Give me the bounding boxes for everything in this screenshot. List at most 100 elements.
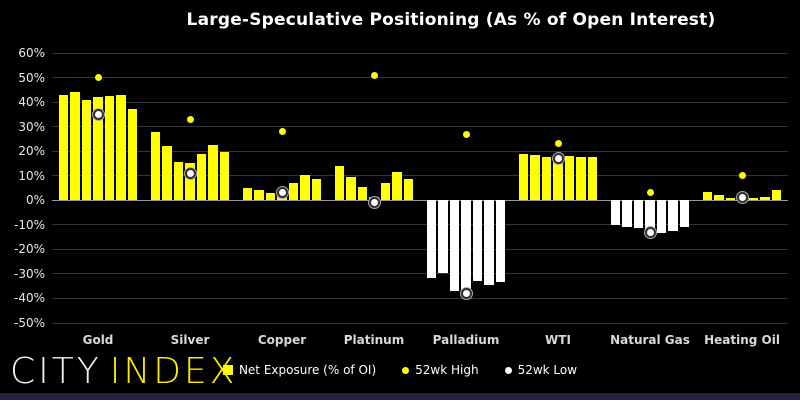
group-platinum (328, 53, 420, 323)
net-exposure-bar (116, 94, 126, 201)
net-exposure-swatch-icon (222, 365, 233, 375)
logo-city: CITY (10, 351, 102, 392)
high-52wk-dot (370, 71, 378, 79)
gridline-60 (52, 52, 788, 54)
category-label: Palladium (432, 333, 500, 347)
chart-title: Large-Speculative Positioning (As % of O… (186, 10, 716, 30)
net-exposure-bar (426, 200, 437, 278)
net-exposure-bar (668, 200, 678, 231)
y-tick-label: -10% (13, 217, 45, 232)
net-exposure-bar (484, 200, 494, 285)
net-exposure-bar (714, 195, 724, 201)
net-exposure-bar (518, 153, 529, 201)
y-tick-label: 0% (25, 193, 45, 208)
y-tick-label: -40% (13, 291, 45, 306)
legend-label: 52wk Low (517, 363, 578, 377)
gridline-40 (52, 101, 788, 103)
gridline--30 (52, 273, 788, 275)
net-exposure-bar (438, 200, 448, 273)
high-52wk-dot (554, 140, 562, 148)
category-label: Natural Gas (610, 333, 690, 347)
high-52wk-dot (646, 189, 654, 197)
net-exposure-bar (70, 92, 80, 201)
low-52wk-dot (460, 288, 472, 300)
gridline-50 (52, 77, 788, 79)
high-52wk-dot (278, 128, 286, 136)
net-exposure-bar (300, 174, 310, 201)
net-exposure-bar (541, 157, 552, 201)
low-dot-icon (504, 366, 512, 374)
y-tick-label: -50% (13, 316, 45, 330)
net-exposure-bar (461, 200, 471, 290)
high-52wk-dot (462, 130, 470, 138)
group-gold (52, 53, 144, 323)
net-exposure-bar (553, 158, 563, 201)
y-tick-label: 20% (18, 144, 45, 159)
net-exposure-bar (495, 200, 506, 283)
net-exposure-bar (150, 131, 161, 201)
plot-area (52, 52, 788, 324)
high-52wk-dot (94, 74, 102, 82)
gridline--40 (52, 297, 788, 299)
gridline-30 (52, 126, 788, 128)
y-tick-label: 10% (18, 168, 45, 183)
net-exposure-bar (748, 197, 759, 201)
category-label: Copper (257, 333, 307, 347)
net-exposure-bar (622, 200, 632, 228)
net-exposure-bar (771, 190, 782, 201)
net-exposure-bar (357, 186, 368, 201)
legend: Net Exposure (% of OI) 52wk High 52wk Lo… (0, 361, 800, 379)
low-52wk-dot (184, 167, 196, 179)
net-exposure-bar (530, 154, 540, 201)
gridline-20 (52, 150, 788, 152)
net-exposure-bar (104, 95, 115, 201)
category-label: Silver (170, 333, 210, 347)
group-palladium (420, 53, 512, 323)
y-tick-label: -30% (13, 266, 45, 281)
net-exposure-bar (725, 197, 736, 201)
net-exposure-bar (254, 190, 264, 201)
net-exposure-bar (702, 191, 713, 201)
net-exposure-bar (127, 109, 138, 201)
legend-label: Net Exposure (% of OI) (238, 363, 377, 377)
low-52wk-dot (368, 197, 380, 209)
low-52wk-dot (552, 153, 564, 165)
net-exposure-bar (564, 156, 575, 201)
high-52wk-dot (738, 172, 746, 180)
net-exposure-bar (679, 200, 690, 228)
net-exposure-bar (449, 200, 460, 292)
net-exposure-bar (185, 163, 195, 201)
net-exposure-bar (93, 97, 103, 201)
low-52wk-dot (736, 192, 748, 204)
footer-bar (0, 393, 800, 400)
low-52wk-dot (276, 187, 288, 199)
gridline-0 (52, 199, 788, 201)
category-label: Platinum (343, 333, 405, 347)
net-exposure-bar (81, 99, 92, 201)
gridline-10 (52, 175, 788, 177)
legend-item-52wk-high: 52wk High (402, 363, 479, 377)
net-exposure-bar (162, 146, 172, 201)
group-wti (512, 53, 604, 323)
low-52wk-dot (92, 108, 104, 120)
gridline--20 (52, 248, 788, 250)
y-tick-label: 50% (18, 70, 45, 85)
legend-item-52wk-low: 52wk Low (504, 363, 578, 377)
group-natural-gas (604, 53, 696, 323)
high-dot-icon (402, 366, 410, 374)
category-label: Heating Oil (704, 333, 780, 347)
net-exposure-bar (173, 162, 184, 201)
category-label: WTI (545, 333, 571, 347)
chart-area: 60% 50% 40% 30% 20% 10% 0% -10% -20% -30% -40% -50% (0, 46, 800, 330)
net-exposure-bar (633, 200, 644, 229)
y-tick-label: -20% (13, 242, 45, 257)
gridline--10 (52, 224, 788, 226)
net-exposure-bar (760, 196, 770, 201)
net-exposure-bar (380, 183, 391, 201)
city-index-logo: CITY INDEX (10, 352, 237, 392)
net-exposure-bar (472, 200, 483, 282)
low-52wk-dot (644, 226, 656, 238)
net-exposure-bar (58, 94, 69, 201)
net-exposure-bar (587, 157, 598, 201)
